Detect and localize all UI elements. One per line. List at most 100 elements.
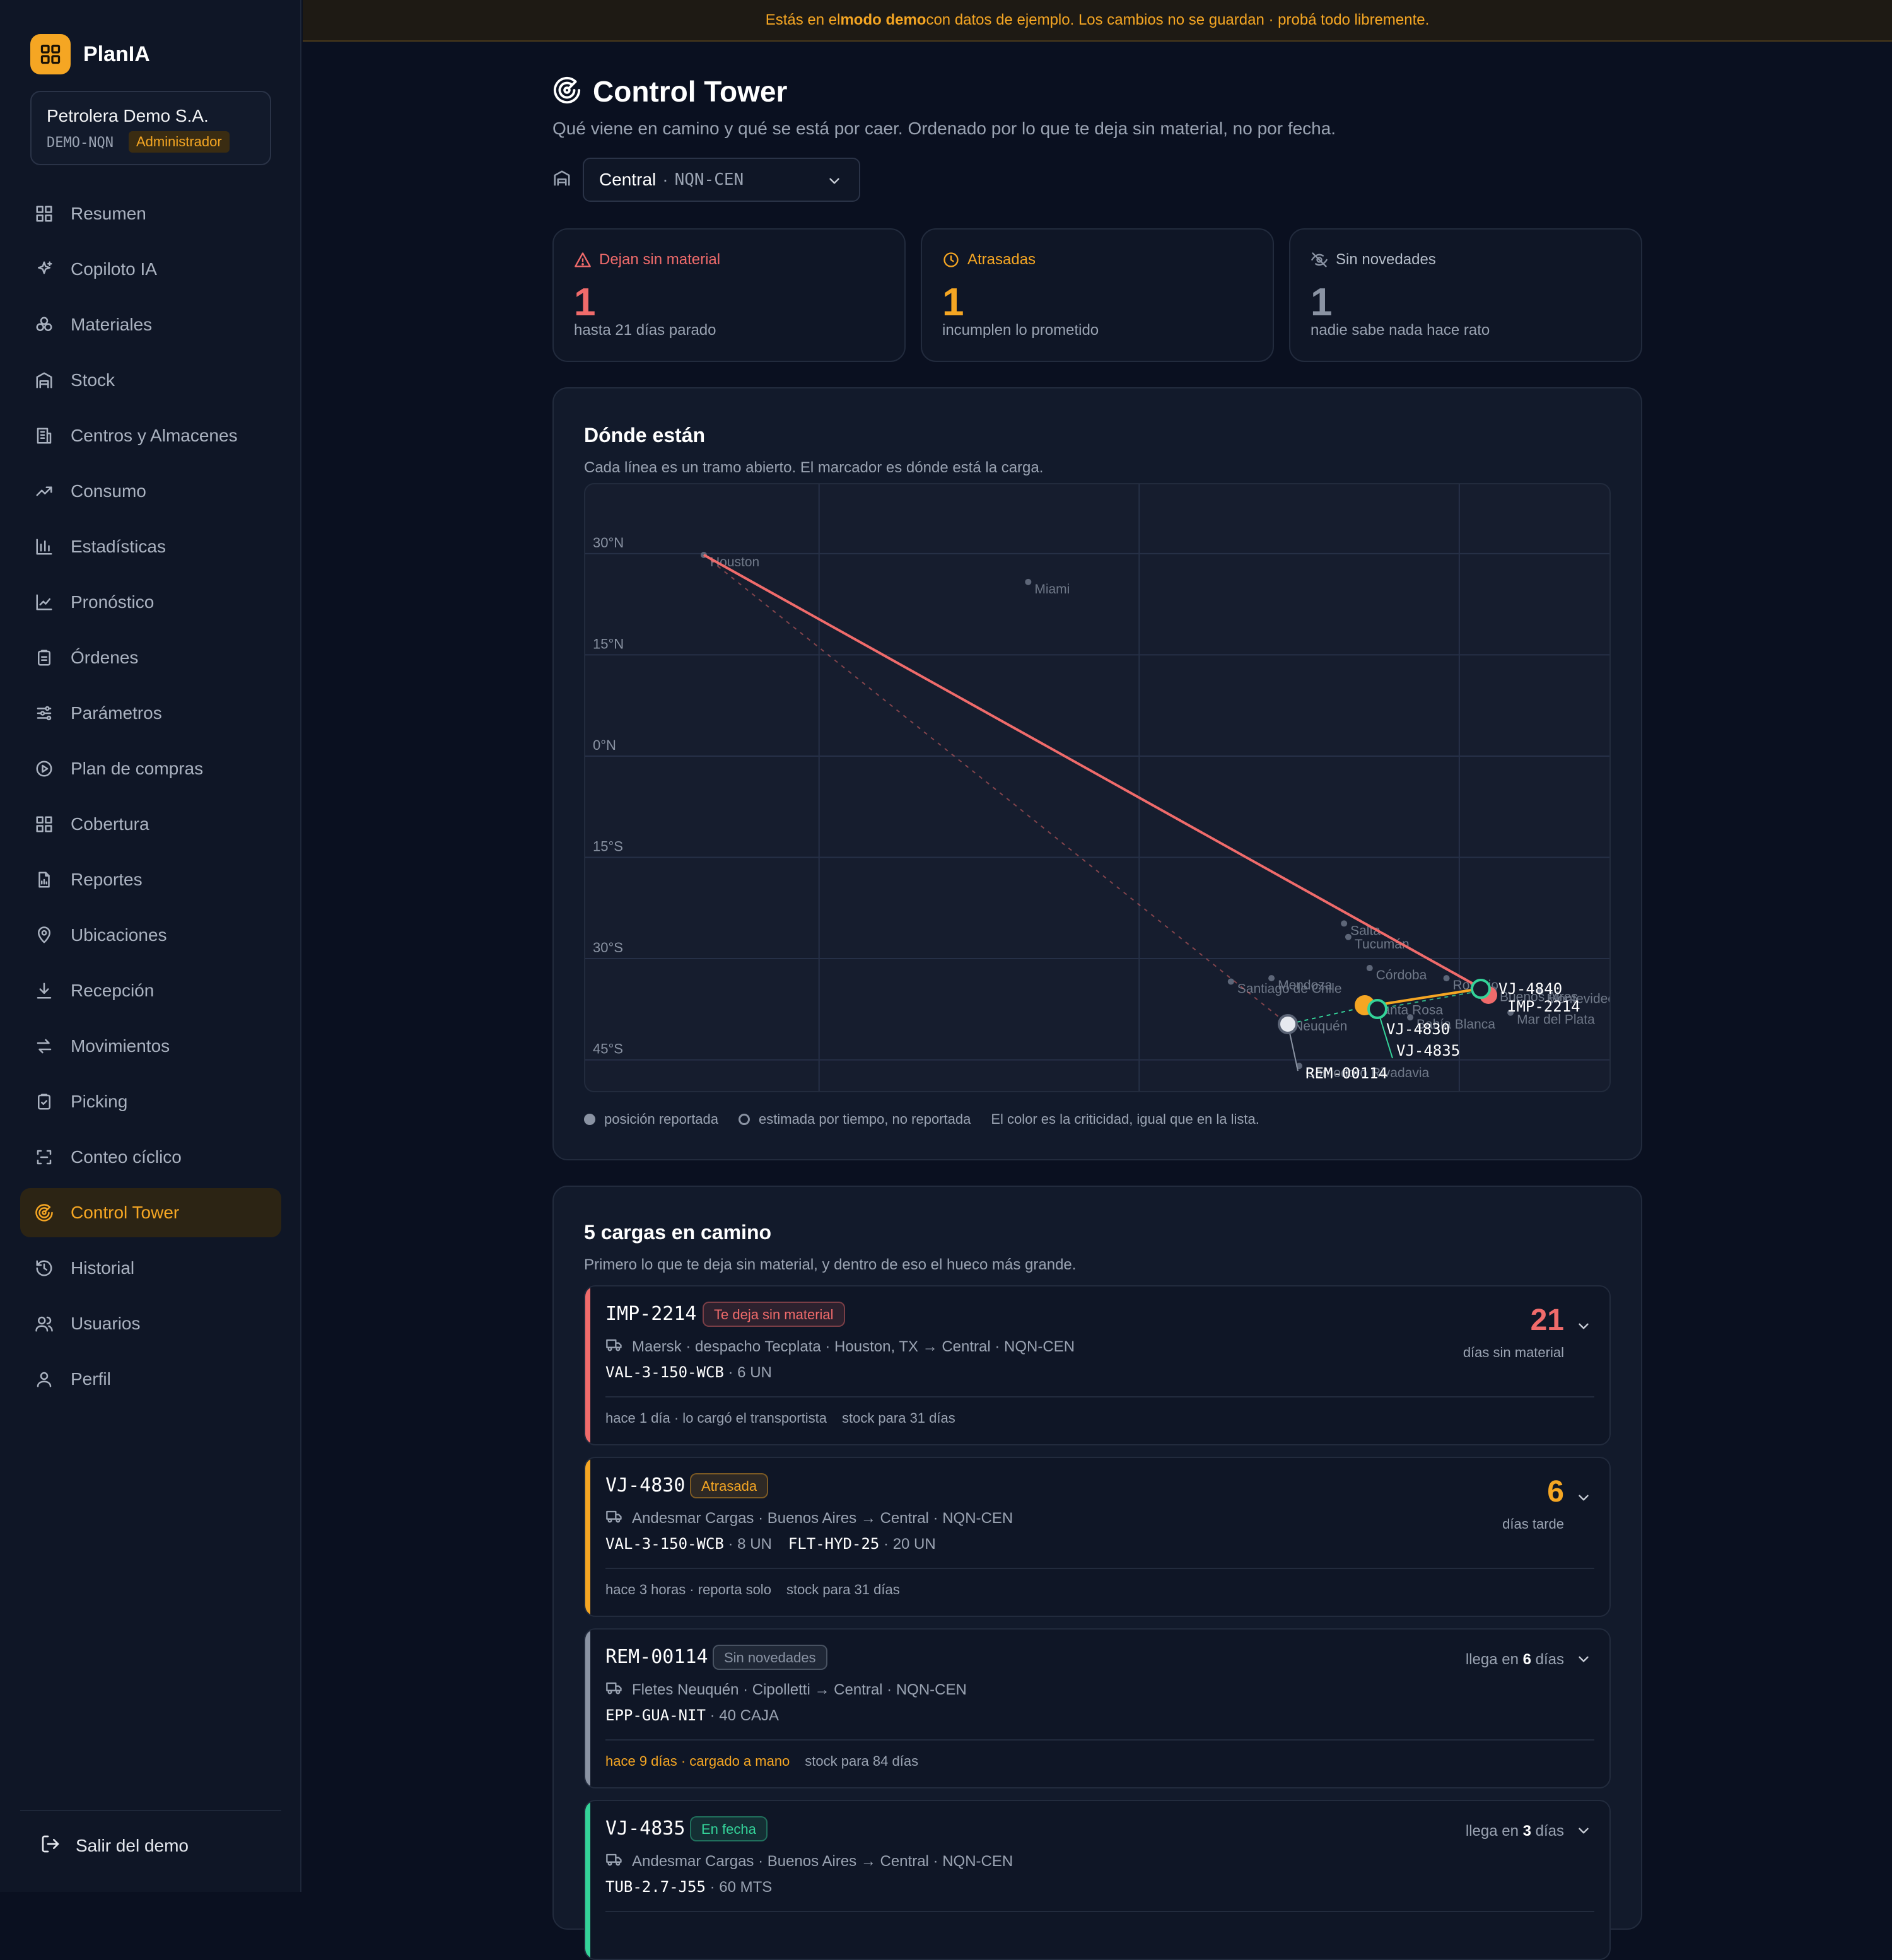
sidebar-item-estadisticas[interactable]: Estadísticas — [20, 522, 281, 571]
shipment-last-update: hace 3 horas · reporta solo — [605, 1582, 771, 1597]
brand[interactable]: PlanIA — [30, 34, 150, 74]
alert-triangle-icon — [575, 252, 591, 267]
sidebar-item-stock[interactable]: Stock — [20, 356, 281, 405]
org-card[interactable]: Petrolera Demo S.A. DEMO-NQN Administrad… — [30, 91, 271, 165]
sidebar-item-cobertura[interactable]: Cobertura — [20, 800, 281, 849]
clipboard-check-icon — [34, 1092, 54, 1112]
sidebar-nav: Resumen Copiloto IA Materiales Stock Centros… — [20, 189, 281, 1410]
banner-text-bold: modo demo — [840, 11, 926, 28]
city-label: Mendoza — [1278, 978, 1333, 993]
arrows-swap-icon — [34, 1036, 54, 1056]
sidebar-item-ubicaciones[interactable]: Ubicaciones — [20, 911, 281, 960]
legend-note-label: El color es la criticidad, igual que en … — [991, 1111, 1259, 1127]
material-code: EPP-GUA-NIT — [605, 1706, 706, 1724]
history-icon — [34, 1258, 54, 1278]
sidebar-item-copiloto-ia[interactable]: Copiloto IA — [20, 245, 281, 294]
marker-vj-4840 — [1471, 979, 1491, 999]
exit-demo-button[interactable]: Salir del demo — [40, 1834, 189, 1857]
sidebar-item-materiales[interactable]: Materiales — [20, 300, 281, 349]
kpi-value: 1 — [574, 281, 596, 324]
shipments-panel: 5 cargas en camino Primero lo que te dej… — [552, 1186, 1642, 1960]
kpi-description: incumplen lo prometido — [942, 322, 1099, 339]
sidebar-item-consumo[interactable]: Consumo — [20, 467, 281, 516]
shipment-route: Andesmar Cargas · Buenos Aires → Central… — [605, 1850, 1013, 1872]
shipment-id: VJ-4835 — [605, 1817, 686, 1840]
kpi-label: Sin novedades — [1336, 251, 1436, 268]
shipment-eta: llega en 6 días — [1466, 1651, 1564, 1669]
eta-suffix: días — [1531, 1823, 1564, 1840]
sidebar-item-picking[interactable]: Picking — [20, 1077, 281, 1126]
map-pin-icon — [34, 925, 54, 945]
shipment-card-vj-4835[interactable]: VJ-4835 En fecha Andesmar Cargas · Buenos … — [584, 1800, 1611, 1960]
org-code: DEMO-NQN — [47, 135, 114, 151]
criticality-bar — [585, 1286, 590, 1444]
org-role-badge: Administrador — [129, 131, 230, 153]
shipments-subtitle: Primero lo que te deja sin material, y d… — [584, 1256, 1077, 1273]
sidebar-item-conteo-ciclico[interactable]: Conteo cíclico — [20, 1133, 281, 1182]
sidebar-item-label: Materiales — [71, 315, 153, 334]
sidebar-item-label: Picking — [71, 1092, 128, 1111]
chevron-down-icon[interactable] — [1575, 1651, 1592, 1671]
sidebar-item-pronostico[interactable]: Pronóstico — [20, 578, 281, 627]
center-select-separator: · — [662, 170, 669, 189]
kpi-header: Dejan sin material — [574, 251, 720, 269]
line-chart-icon — [34, 592, 54, 612]
sidebar-item-historial[interactable]: Historial — [20, 1244, 281, 1293]
demo-banner: Estás en el modo demo con datos de ejemp… — [303, 0, 1892, 42]
marker-labels: VJ-4840 IMP-2214 VJ-4830 VJ-4835 REM-001… — [1305, 980, 1580, 1082]
truck-icon — [605, 1850, 623, 1872]
shipment-footer: hace 1 día · lo cargó el transportista st… — [605, 1410, 955, 1426]
latitude-label: 30°S — [593, 940, 623, 955]
sidebar-item-control-tower[interactable]: Control Tower — [20, 1188, 281, 1237]
log-out-icon — [40, 1834, 61, 1857]
shipment-last-update: hace 1 día · lo cargó el transportista — [605, 1410, 827, 1426]
sliders-icon — [34, 703, 54, 723]
sidebar-item-reportes[interactable]: Reportes — [20, 855, 281, 904]
kpi-card-atrasadas[interactable]: Atrasadas 1 incumplen lo prometido — [921, 228, 1274, 362]
layout-grid-icon — [34, 814, 54, 834]
sidebar-item-movimientos[interactable]: Movimientos — [20, 1022, 281, 1071]
chevron-down-icon[interactable] — [1575, 1823, 1592, 1842]
boxes-icon — [34, 315, 54, 335]
shipment-id: VJ-4830 — [605, 1474, 686, 1496]
map-canvas[interactable]: 30°N15°N0°N15°S30°S45°S HoustonMiamiSalt… — [585, 484, 1609, 1091]
map-label-vj-4830: VJ-4830 — [1386, 1020, 1450, 1038]
eta-prefix: llega en — [1465, 1651, 1523, 1668]
kpi-card-sin-material[interactable]: Dejan sin material 1 hasta 21 días parad… — [552, 228, 906, 362]
legend-estimated-label: estimada por tiempo, no reportada — [759, 1111, 971, 1127]
sidebar-item-resumen[interactable]: Resumen — [20, 189, 281, 238]
sparkles-icon — [34, 259, 54, 279]
center-select[interactable]: Central · NQN-CEN — [583, 158, 860, 202]
clock-icon — [943, 252, 959, 267]
sidebar-item-perfil[interactable]: Perfil — [20, 1355, 281, 1404]
shipment-card-vj-4830[interactable]: VJ-4830 Atrasada Andesmar Cargas · Buenos … — [584, 1457, 1611, 1617]
sidebar-item-centros-y-almacenes[interactable]: Centros y Almacenes — [20, 411, 281, 460]
status-badge: En fecha — [690, 1816, 768, 1841]
shipment-card-rem-00114[interactable]: REM-00114 Sin novedades Fletes Neuquén · C… — [584, 1628, 1611, 1788]
sidebar-item-label: Perfil — [71, 1369, 111, 1389]
sidebar-item-label: Recepción — [71, 981, 155, 1000]
shipment-metric-label: días sin material — [1463, 1345, 1564, 1360]
marker-vj-4835 — [1367, 999, 1387, 1019]
brand-name: PlanIA — [83, 42, 150, 66]
shipment-map[interactable]: 30°N 15°N 0°N 15°S 30°S 45°S Houston Miami Salt… — [584, 483, 1611, 1092]
chevron-down-icon[interactable] — [1575, 1490, 1592, 1509]
banner-text-post: con datos de ejemplo. Los cambios no se … — [926, 11, 1430, 28]
shipment-route-text: Fletes Neuquén · Cipolletti → Central · … — [632, 1681, 967, 1698]
building-icon — [34, 426, 54, 446]
sidebar-item-parametros[interactable]: Parámetros — [20, 689, 281, 738]
sidebar-item-plan-de-compras[interactable]: Plan de compras — [20, 744, 281, 793]
sidebar-item-usuarios[interactable]: Usuarios — [20, 1299, 281, 1348]
shipment-card-imp-2214[interactable]: IMP-2214 Te deja sin material Maersk · des… — [584, 1285, 1611, 1445]
shipment-last-update: hace 9 días · cargado a mano — [605, 1753, 790, 1769]
eta-days: 6 — [1522, 1651, 1531, 1668]
kpi-card-sin-novedades[interactable]: Sin novedades 1 nadie sabe nada hace rat… — [1289, 228, 1642, 362]
brand-logo-icon — [30, 34, 71, 74]
kpi-description: hasta 21 días parado — [574, 322, 716, 339]
truck-icon — [605, 1507, 623, 1529]
sidebar-item-ordenes[interactable]: Órdenes — [20, 633, 281, 682]
grid-icon — [34, 204, 54, 224]
sidebar-item-recepcion[interactable]: Recepción — [20, 966, 281, 1015]
city-label: Montevideo — [1546, 992, 1609, 1006]
chevron-down-icon[interactable] — [1575, 1318, 1592, 1338]
